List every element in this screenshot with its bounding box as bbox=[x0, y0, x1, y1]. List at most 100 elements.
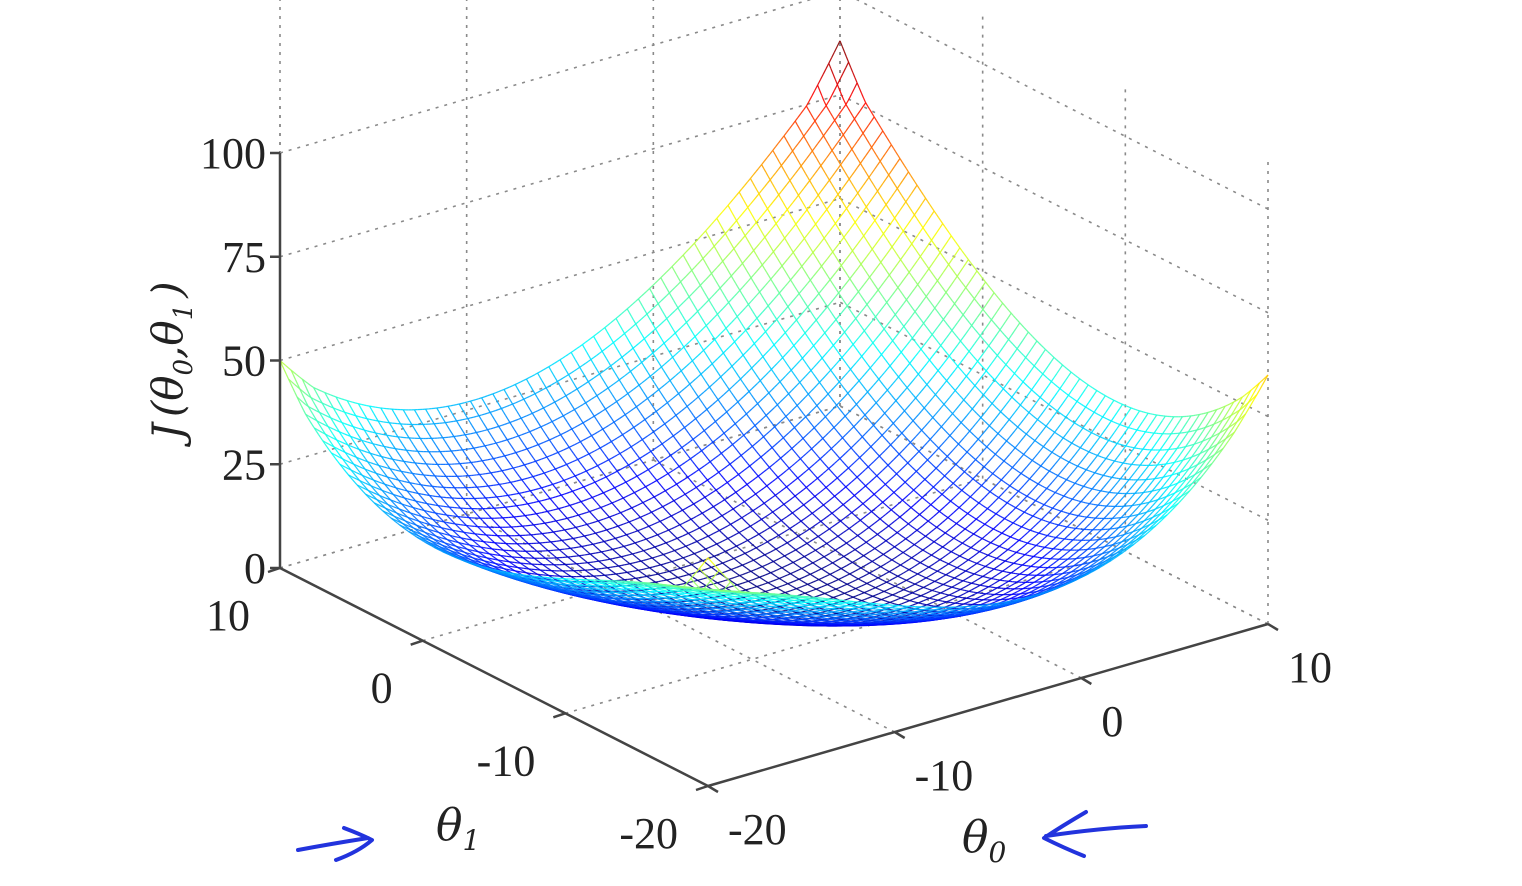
mesh-segment bbox=[866, 367, 871, 372]
mesh-segment bbox=[757, 400, 761, 405]
mesh-segment bbox=[748, 346, 752, 350]
mesh-segment bbox=[929, 417, 934, 422]
mesh-segment bbox=[1119, 404, 1124, 409]
mesh-segment bbox=[722, 229, 726, 234]
mesh-segment bbox=[667, 486, 672, 490]
mesh-segment bbox=[561, 363, 565, 368]
mesh-segment bbox=[509, 403, 513, 406]
mesh-segment bbox=[675, 431, 680, 435]
mesh-segment bbox=[840, 236, 845, 242]
mesh-segment bbox=[856, 497, 860, 501]
mesh-segment bbox=[909, 334, 913, 339]
mesh-segment bbox=[568, 446, 572, 451]
mesh-segment bbox=[971, 298, 975, 304]
mesh-segment bbox=[645, 341, 650, 347]
mesh-segment bbox=[888, 141, 892, 146]
mesh-segment bbox=[733, 269, 738, 274]
mesh-segment bbox=[1107, 404, 1112, 410]
mesh-segment bbox=[605, 384, 609, 389]
mesh-segment bbox=[638, 361, 643, 366]
mesh-segment bbox=[706, 365, 710, 370]
mesh-segment bbox=[814, 477, 818, 482]
mesh-segment bbox=[859, 471, 864, 476]
mesh-segment bbox=[534, 372, 538, 376]
mesh-segment bbox=[847, 389, 852, 394]
mesh-segment bbox=[753, 317, 758, 322]
mesh-segment bbox=[678, 410, 682, 414]
mesh-segment bbox=[848, 337, 852, 342]
mesh-segment bbox=[638, 382, 643, 386]
mesh-segment bbox=[885, 174, 890, 180]
mesh-segment bbox=[797, 351, 801, 356]
mesh-segment bbox=[869, 489, 873, 493]
mesh-segment bbox=[806, 363, 810, 368]
mesh-segment bbox=[780, 472, 784, 476]
mesh-segment bbox=[741, 485, 745, 489]
mesh-segment bbox=[948, 264, 952, 268]
mesh-segment bbox=[778, 289, 783, 294]
mesh-segment bbox=[932, 304, 936, 309]
mesh-segment bbox=[501, 423, 505, 427]
mesh-segment bbox=[666, 288, 670, 294]
mesh-segment bbox=[1056, 406, 1061, 412]
mesh-segment bbox=[870, 424, 874, 429]
mesh-segment bbox=[805, 450, 810, 455]
mesh-segment bbox=[787, 418, 791, 423]
mesh-segment bbox=[952, 238, 957, 243]
mesh-segment bbox=[795, 293, 800, 298]
mesh-segment bbox=[636, 440, 640, 444]
mesh-segment bbox=[1025, 412, 1030, 417]
mesh-segment bbox=[843, 233, 848, 238]
mesh-segment bbox=[593, 375, 598, 379]
mesh-segment bbox=[559, 357, 564, 361]
mesh-segment bbox=[552, 453, 556, 456]
mesh-segment bbox=[660, 297, 665, 302]
mesh-segment bbox=[534, 393, 538, 398]
mesh-segment bbox=[646, 311, 651, 315]
mesh-segment bbox=[818, 262, 823, 267]
mesh-segment bbox=[668, 429, 672, 434]
mesh-segment bbox=[1033, 391, 1037, 395]
mesh-segment bbox=[994, 433, 999, 438]
mesh-segment bbox=[761, 295, 765, 300]
mesh-segment bbox=[957, 362, 962, 367]
mesh-segment bbox=[974, 267, 978, 272]
mesh-segment bbox=[846, 229, 851, 234]
mesh-segment bbox=[917, 400, 921, 404]
mesh-segment bbox=[582, 342, 586, 346]
mesh-segment bbox=[782, 415, 787, 420]
mesh-segment bbox=[1062, 416, 1067, 422]
mesh-segment bbox=[711, 269, 715, 274]
mesh-segment bbox=[624, 414, 628, 419]
mesh-segment bbox=[882, 229, 887, 235]
mesh-segment bbox=[561, 458, 565, 462]
mesh-segment bbox=[949, 393, 953, 398]
mesh-segment bbox=[612, 444, 617, 448]
mesh-segment bbox=[846, 278, 851, 283]
mesh-segment bbox=[1076, 396, 1081, 402]
mesh-segment bbox=[804, 351, 809, 356]
mesh-segment bbox=[668, 321, 672, 327]
mesh-segment bbox=[797, 194, 802, 200]
mesh-segment bbox=[842, 413, 846, 417]
mesh-segment bbox=[675, 351, 679, 356]
mesh-segment bbox=[732, 475, 737, 480]
mesh-segment bbox=[808, 498, 813, 502]
mesh-segment bbox=[591, 466, 595, 469]
mesh-segment bbox=[865, 498, 869, 502]
mesh-segment bbox=[765, 302, 769, 307]
mesh-segment bbox=[761, 383, 766, 388]
mesh-segment bbox=[806, 335, 810, 340]
mesh-segment bbox=[1035, 393, 1039, 396]
mesh-segment bbox=[700, 373, 704, 378]
mesh-segment bbox=[779, 398, 784, 403]
mesh-segment bbox=[777, 421, 781, 425]
mesh-segment bbox=[807, 279, 811, 284]
mesh-segment bbox=[517, 399, 522, 403]
mesh-segment bbox=[924, 441, 928, 446]
mesh-segment bbox=[685, 248, 690, 253]
mesh-segment bbox=[714, 336, 719, 340]
mesh-segment bbox=[760, 454, 765, 458]
mesh-segment bbox=[891, 368, 895, 372]
mesh-segment bbox=[711, 242, 715, 247]
